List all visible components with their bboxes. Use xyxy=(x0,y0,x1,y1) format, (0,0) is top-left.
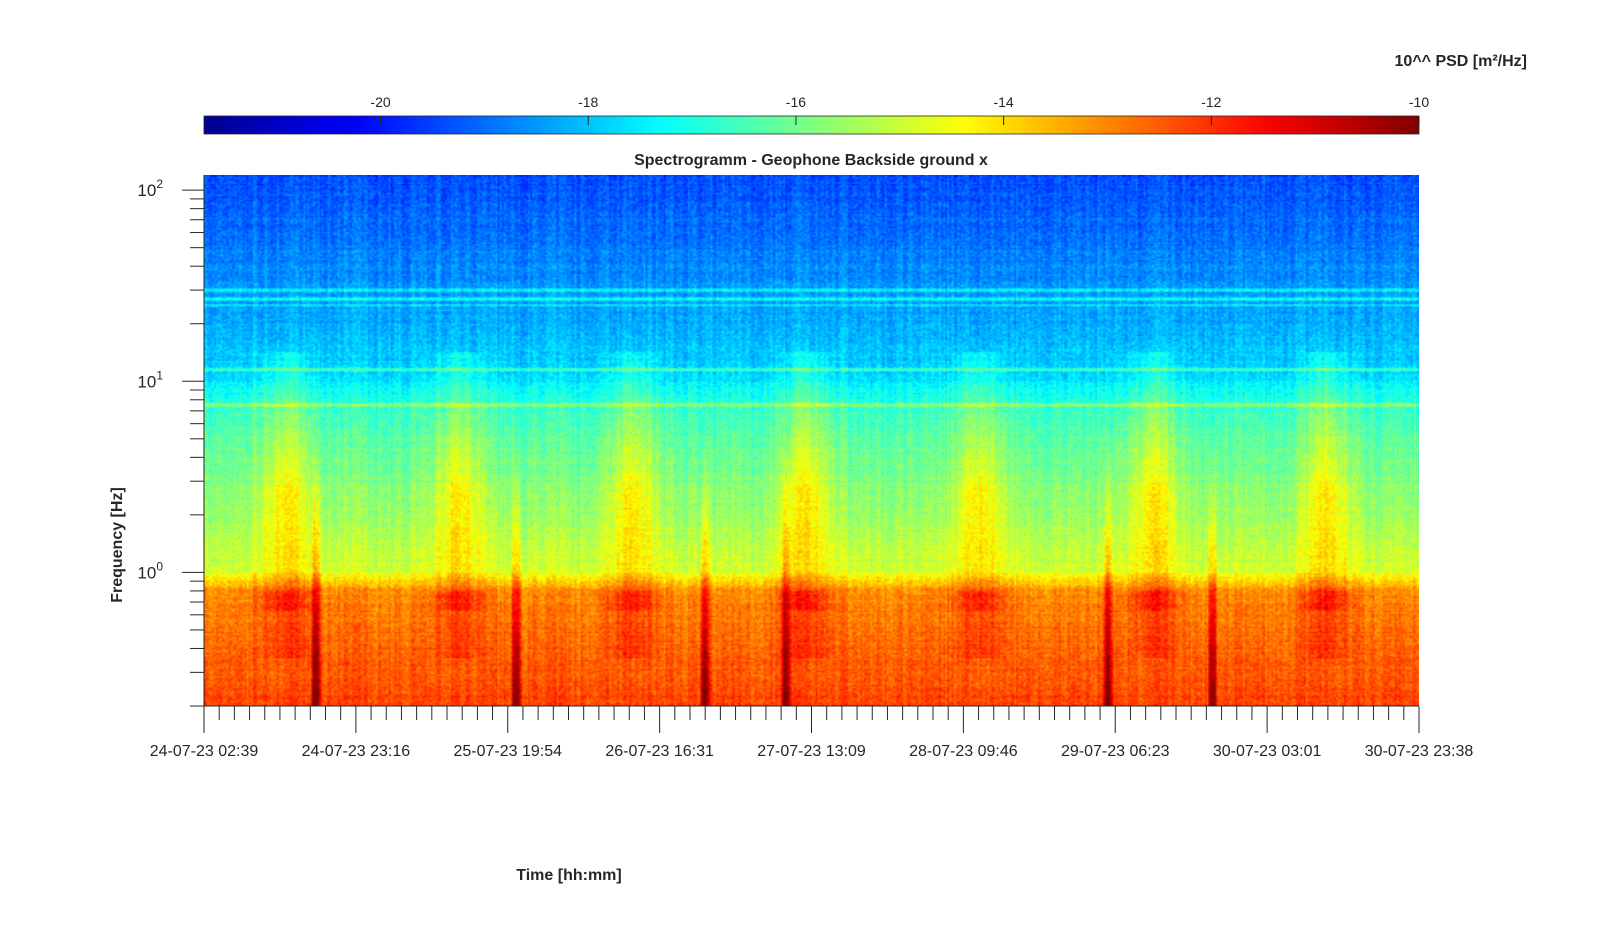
colorbar-label: 10^^ PSD [m²/Hz] xyxy=(1395,53,1527,70)
spectrogram-heatmap xyxy=(204,175,1419,706)
y-tick-label: 102 xyxy=(137,177,163,200)
x-tick-label: 25-07-23 19:54 xyxy=(453,743,562,760)
x-tick-label: 29-07-23 06:23 xyxy=(1061,743,1170,760)
x-tick-label: 26-07-23 16:31 xyxy=(605,743,714,760)
colorbar-tick-label: -10 xyxy=(1409,94,1429,110)
x-tick-label: 30-07-23 23:38 xyxy=(1365,743,1474,760)
x-axis-label: Time [hh:mm] xyxy=(516,867,621,884)
y-axis-label: Frequency [Hz] xyxy=(109,487,126,603)
x-tick-label: 24-07-23 02:39 xyxy=(150,743,259,760)
colorbar xyxy=(203,115,1420,135)
y-axis-ticks: 100 101 102 xyxy=(137,177,204,707)
colorbar-tick-label: -16 xyxy=(786,94,806,110)
x-tick-label: 30-07-23 03:01 xyxy=(1213,743,1322,760)
x-tick-label: 27-07-23 13:09 xyxy=(757,743,866,760)
x-tick-label: 28-07-23 09:46 xyxy=(909,743,1018,760)
colorbar-tick-label: -20 xyxy=(370,94,390,110)
x-tick-label: 24-07-23 23:16 xyxy=(302,743,411,760)
y-tick-label: 101 xyxy=(137,368,163,391)
colorbar-tick-label: -18 xyxy=(578,94,598,110)
chart-title: Spectrogramm - Geophone Backside ground … xyxy=(634,152,988,169)
y-tick-label: 100 xyxy=(137,559,163,582)
plot-area xyxy=(204,175,1419,706)
colorbar-ticks: -20 -18 -16 -14 -12 -10 xyxy=(370,94,1429,125)
x-axis-ticks: 24-07-23 02:39 24-07-23 23:16 25-07-23 19:… xyxy=(150,706,1474,760)
colorbar-tick-label: -14 xyxy=(993,94,1013,110)
colorbar-tick-label: -12 xyxy=(1201,94,1221,110)
